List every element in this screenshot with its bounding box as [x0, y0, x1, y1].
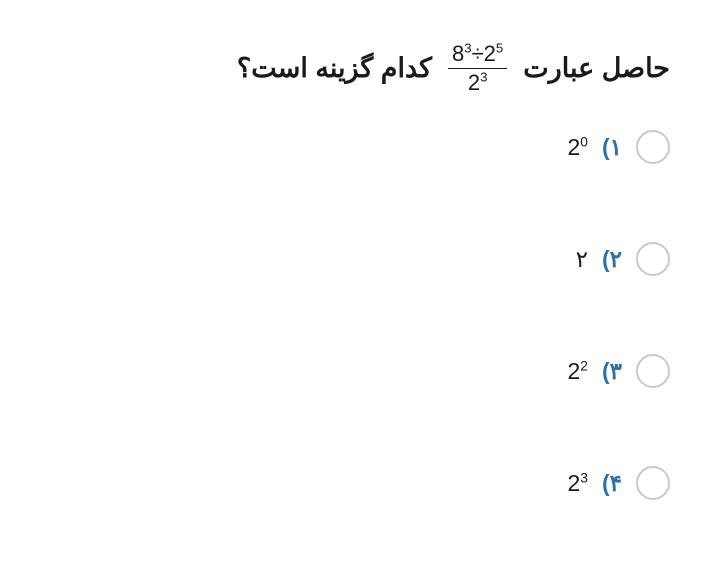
options-list: ۱) 20 ۲) ۲ ۳) 22 ۴) 23: [567, 130, 670, 500]
radio-icon[interactable]: [636, 130, 670, 164]
option-math: 22: [567, 358, 587, 385]
option-label: ۲): [602, 246, 622, 273]
question-fraction: 83÷25 23: [448, 42, 507, 95]
num-exp2: 5: [496, 41, 503, 56]
num-op: ÷: [472, 41, 484, 66]
fraction-numerator: 83÷25: [448, 42, 507, 69]
opt-exp: 0: [580, 134, 588, 149]
option-label: ۱): [602, 134, 622, 161]
option-label: ۴): [602, 470, 622, 497]
option-1[interactable]: ۱) 20: [567, 130, 670, 164]
opt-exp: 2: [580, 358, 588, 373]
question-tail: کدام گزینه است؟: [237, 53, 432, 84]
opt-base: 2: [567, 470, 580, 496]
num-base1: 8: [452, 41, 464, 66]
fraction-denominator: 23: [468, 69, 488, 95]
option-math: ۲: [576, 246, 588, 273]
radio-icon[interactable]: [636, 354, 670, 388]
option-math: 20: [567, 134, 587, 161]
option-math: 23: [567, 470, 587, 497]
radio-icon[interactable]: [636, 466, 670, 500]
den-base: 2: [468, 70, 480, 95]
num-base2: 2: [484, 41, 496, 66]
option-4[interactable]: ۴) 23: [567, 466, 670, 500]
opt-exp: 3: [580, 470, 588, 485]
opt-base: 2: [567, 134, 580, 160]
option-2[interactable]: ۲) ۲: [567, 242, 670, 276]
question-row: حاصل عبارت 83÷25 23 کدام گزینه است؟: [50, 42, 670, 95]
num-exp1: 3: [464, 41, 471, 56]
opt-base: 2: [567, 358, 580, 384]
den-exp: 3: [480, 70, 487, 85]
radio-icon[interactable]: [636, 242, 670, 276]
question-lead: حاصل عبارت: [523, 53, 670, 84]
option-label: ۳): [602, 358, 622, 385]
option-3[interactable]: ۳) 22: [567, 354, 670, 388]
